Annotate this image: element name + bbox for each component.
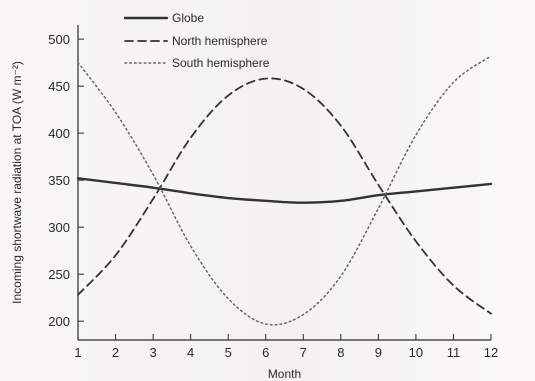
x-tick-label: 7 [300, 345, 307, 360]
y-tick-label: 450 [48, 79, 70, 94]
y-tick-label: 300 [48, 220, 70, 235]
x-tick-label: 9 [375, 345, 382, 360]
legend-label-north-hemisphere: North hemisphere [172, 34, 268, 48]
y-tick-label: 250 [48, 267, 70, 282]
x-tick-label: 10 [409, 345, 423, 360]
y-tick-label: 350 [48, 173, 70, 188]
y-tick-label: 200 [48, 314, 70, 329]
x-tick-label: 6 [262, 345, 269, 360]
legend-label-south-hemisphere: South hemisphere [172, 56, 270, 70]
series-line-globe [78, 178, 491, 202]
x-tick-label: 2 [112, 345, 119, 360]
x-axis-label: Month [268, 367, 301, 381]
x-tick-label: 5 [225, 345, 232, 360]
x-tick-label: 8 [337, 345, 344, 360]
y-tick-label: 400 [48, 126, 70, 141]
legend-label-globe: Globe [172, 11, 204, 25]
series-layer [78, 56, 491, 325]
x-tick-label: 3 [149, 345, 156, 360]
x-tick-label: 4 [187, 345, 194, 360]
y-axis-label: Incoming shortwave radiation at TOA (W m… [10, 61, 24, 304]
x-tick-label: 1 [74, 345, 81, 360]
x-tick-label: 11 [447, 345, 461, 360]
legend: Globe North hemisphere South hemisphere [125, 11, 270, 70]
x-tick-label: 12 [484, 345, 498, 360]
y-tick-label: 500 [48, 32, 70, 47]
